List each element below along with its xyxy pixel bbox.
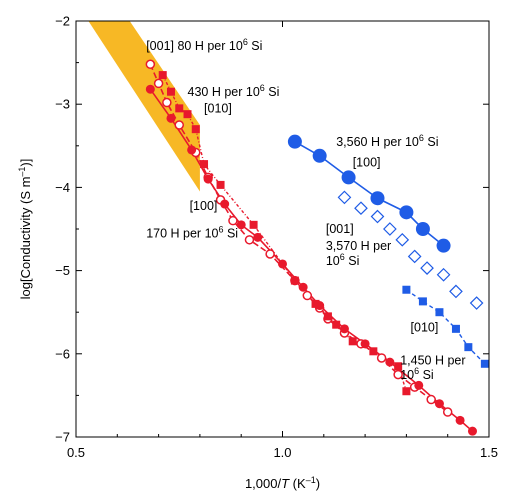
data-point-blue-010 [402, 285, 411, 294]
data-point-red-100 [339, 324, 349, 334]
data-point-red-010 [369, 347, 378, 356]
annotation-ann-001-blue: [001] [326, 222, 354, 236]
data-point-red-100 [434, 399, 444, 409]
data-point-red-001 [393, 369, 403, 380]
data-point-red-100 [385, 357, 395, 367]
data-point-red-100 [414, 380, 424, 390]
data-point-red-001 [145, 59, 156, 70]
annotation-ann-1450-a: 1,450 H per [400, 354, 465, 368]
annotation-ann-001-80: [001] 80 H per 106 Si [146, 37, 262, 53]
y-axis-title: log[Conductivity (S m–1)] [17, 159, 33, 300]
data-point-blue-001 [395, 232, 410, 247]
data-point-red-100 [298, 282, 308, 292]
data-point-blue-100 [312, 148, 327, 163]
annotation-ann-100-blue: [100] [353, 156, 381, 170]
y-tick-label: −6 [55, 346, 70, 361]
data-point-red-001 [376, 353, 387, 363]
data-point-red-010 [402, 387, 411, 396]
annotation-ann-010-blue: [010] [411, 320, 439, 334]
annotation-ann-3560: 3,560 H per 106 Si [336, 133, 438, 149]
data-point-blue-001 [407, 249, 422, 264]
data-point-red-001 [244, 235, 255, 245]
data-point-red-001 [426, 394, 436, 405]
data-point-blue-100 [415, 222, 430, 236]
data-point-red-010 [394, 362, 403, 371]
data-point-red-001 [153, 78, 164, 89]
data-point-red-100 [187, 145, 197, 155]
data-point-blue-100 [287, 134, 302, 149]
data-point-red-001 [162, 97, 172, 108]
annotation-ann-010-red: [010] [204, 102, 232, 116]
data-point-red-010 [323, 312, 332, 321]
data-point-blue-001 [370, 209, 385, 224]
data-point-blue-100 [436, 238, 451, 253]
data-point-red-100 [455, 415, 465, 425]
x-tick-label: 0.5 [67, 445, 85, 460]
annotation-ann-430: 430 H per 106 Si [188, 83, 280, 99]
data-point-blue-001 [420, 261, 434, 275]
data-point-red-001 [442, 407, 453, 417]
data-point-red-010 [290, 276, 299, 285]
ticks-layer: 0.5 1.0 1.5 −7 −6 −5 −4 −3 −2 [55, 14, 498, 461]
data-point-red-001 [174, 120, 184, 130]
data-point-blue-100 [370, 191, 385, 206]
data-point-blue-010 [464, 343, 473, 352]
y-tick-label: −3 [55, 97, 70, 112]
data-point-blue-010 [451, 324, 460, 333]
data-point-red-010 [216, 180, 225, 189]
x-axis-title: 1,000/T (K–1) [245, 475, 320, 491]
data-point-red-010 [311, 299, 320, 308]
data-point-red-001 [265, 249, 275, 259]
data-point-red-010 [332, 320, 341, 329]
data-point-red-001 [302, 290, 313, 301]
data-point-red-100 [166, 113, 176, 123]
y-tick-label: −2 [55, 14, 70, 29]
data-point-blue-001 [436, 267, 451, 282]
data-point-blue-100 [399, 205, 414, 220]
data-point-red-100 [360, 339, 370, 349]
data-point-red-100 [253, 232, 263, 242]
y-tick-label: −4 [55, 180, 70, 195]
data-point-blue-001 [354, 201, 368, 216]
y-tick-label: −7 [55, 430, 70, 445]
y-tick-label: −5 [55, 263, 70, 278]
annotation-ann-170: 170 H per 106 Si [146, 224, 238, 240]
annotation-ann-1450-b: 106 Si [400, 366, 434, 382]
data-point-red-100 [467, 426, 477, 436]
annotation-ann-3570-b: 106 Si [326, 252, 360, 268]
data-point-red-010 [348, 337, 357, 346]
data-point-blue-001 [383, 222, 397, 236]
data-point-red-100 [236, 220, 246, 230]
data-point-red-010 [183, 110, 192, 119]
data-point-blue-010 [480, 359, 489, 368]
data-point-red-100 [145, 84, 155, 94]
data-point-blue-001 [449, 284, 463, 299]
shaded-band [88, 21, 200, 192]
data-point-red-010 [175, 104, 184, 113]
x-tick-label: 1.0 [273, 445, 291, 460]
data-point-red-010 [249, 220, 258, 229]
data-point-blue-001 [337, 190, 352, 205]
data-point-red-001 [228, 215, 238, 226]
data-point-red-010 [200, 160, 209, 169]
data-point-red-100 [278, 259, 287, 269]
data-point-blue-010 [418, 297, 427, 306]
lines-layer [149, 63, 486, 432]
data-point-red-010 [191, 125, 200, 134]
data-point-red-010 [158, 71, 167, 80]
data-point-red-010 [166, 87, 175, 96]
annotation-ann-3570-a: 3,570 H per [326, 239, 391, 253]
data-point-blue-100 [341, 170, 356, 185]
data-point-red-100 [203, 174, 213, 184]
band-layer [88, 21, 200, 192]
markers-layer [145, 59, 489, 436]
annotation-ann-100-red: [100] [190, 199, 218, 213]
data-point-blue-010 [435, 308, 444, 317]
data-point-blue-001 [469, 296, 484, 310]
data-point-red-100 [220, 199, 230, 209]
x-tick-label: 1.5 [480, 445, 498, 460]
annotation-layer: [001] 80 H per 106 Si 430 H per 106 Si [01… [146, 37, 465, 382]
